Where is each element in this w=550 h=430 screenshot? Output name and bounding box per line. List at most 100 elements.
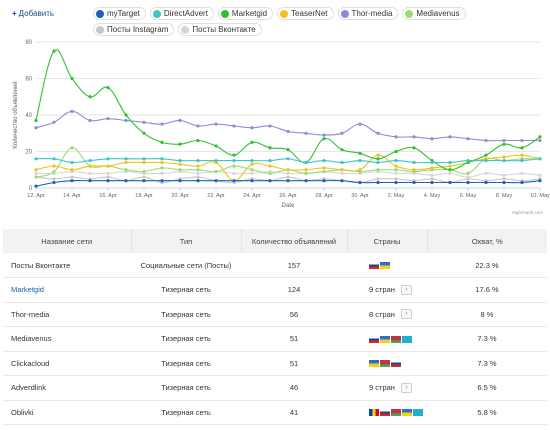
table-row[interactable]: Adverdlink Тизерная сеть 46 9 стран › 6.5 % — [3, 376, 547, 400]
header-countries[interactable]: Страны — [347, 229, 428, 253]
flag-ru-icon — [369, 262, 379, 270]
data-point — [124, 113, 128, 117]
network-name: Посты Вконтакте — [11, 260, 71, 270]
data-point — [250, 140, 254, 144]
data-point — [106, 171, 110, 175]
data-point — [196, 159, 200, 163]
network-name[interactable]: Marketgid — [11, 285, 44, 295]
network-name[interactable]: DirectAdvert — [3, 425, 131, 430]
data-point — [412, 168, 416, 172]
legend-item[interactable]: Посты Вконтакте — [178, 23, 262, 36]
data-point — [106, 179, 110, 183]
table-row[interactable]: Oblivki Тизерная сеть 41 5.8 % — [3, 400, 547, 425]
data-point — [340, 131, 344, 135]
chart-legend: myTarget DirectAdvert Marketgid TeaserNet Th… — [93, 7, 533, 36]
countries-count-label: 9 стран — [369, 383, 395, 393]
legend-item[interactable]: Thor-media — [337, 7, 399, 20]
data-point — [124, 168, 128, 172]
data-point — [448, 135, 452, 139]
data-point — [52, 180, 56, 185]
data-point — [214, 144, 218, 148]
data-point — [232, 153, 236, 157]
countries-cell — [347, 351, 427, 376]
table-row[interactable]: Посты Вконтакте Социальные сети (Посты) 15… — [3, 253, 547, 278]
chevron-right-icon[interactable]: › — [400, 309, 412, 320]
ads-count: 51 — [289, 334, 299, 344]
countries-count[interactable]: 9 стран › — [369, 284, 412, 295]
data-point — [502, 142, 506, 146]
data-point — [394, 159, 398, 163]
chevron-right-icon[interactable]: › — [400, 284, 412, 295]
data-point — [466, 159, 470, 163]
data-point — [178, 168, 182, 172]
countries-cell — [347, 327, 427, 352]
header-network-name[interactable]: Название сети — [3, 229, 132, 253]
network-name: Adverdlink — [11, 383, 47, 393]
data-point — [70, 76, 74, 81]
countries-count-label: 8 стран — [369, 309, 395, 319]
data-point — [88, 95, 92, 99]
data-point — [448, 160, 452, 165]
data-point — [178, 159, 182, 163]
reach-percent: 7.3 % — [477, 358, 497, 368]
reach-percent: 7.3 % — [477, 334, 497, 344]
legend-item[interactable]: Посты Instagram — [93, 23, 175, 36]
x-tick-label: 22. Apr — [207, 193, 225, 199]
flag-ua-icon — [380, 262, 390, 270]
network-type: Тизерная сеть — [161, 407, 211, 417]
data-point — [142, 179, 146, 183]
data-point — [124, 179, 128, 183]
x-tick-label: 2. May — [388, 193, 405, 199]
x-tick-label: 12. Apr — [27, 193, 45, 199]
x-tick-label: 30. Apr — [351, 193, 369, 199]
legend-item[interactable]: Marketgid — [217, 7, 274, 20]
add-button[interactable]: + Добавить — [12, 9, 54, 18]
data-point — [538, 173, 542, 177]
legend-item[interactable]: myTarget — [93, 7, 146, 20]
data-point — [376, 131, 380, 135]
data-point — [70, 146, 74, 150]
data-point — [142, 175, 146, 179]
header-ads-count[interactable]: Количество объявлений — [241, 229, 348, 253]
data-point — [142, 157, 146, 161]
data-point — [106, 86, 110, 90]
y-axis-label: Количество объявлений — [12, 81, 19, 148]
ads-count: 56 — [289, 309, 299, 319]
table-row[interactable]: Marketgid Тизерная сеть 124 9 стран › 17.6 % — [3, 278, 547, 302]
legend-item[interactable]: TeaserNet — [277, 7, 334, 20]
data-point — [106, 117, 110, 121]
countries-count[interactable]: 9 стран › — [369, 382, 412, 393]
data-point — [538, 135, 542, 139]
data-point — [52, 157, 56, 161]
chart-credits: Highcharts.com — [512, 210, 544, 215]
add-button-label: Добавить — [18, 9, 55, 18]
data-point — [340, 179, 344, 183]
data-point — [70, 175, 74, 179]
data-point — [178, 162, 182, 166]
table-row[interactable]: DirectAdvertТизерная сеть267 стран›3.7 % — [3, 425, 547, 430]
data-point — [448, 171, 452, 175]
legend-item[interactable]: DirectAdvert — [149, 7, 214, 20]
table-row[interactable]: Thor-media Тизерная сеть 56 8 стран › 8 % — [3, 302, 547, 327]
data-point — [358, 180, 362, 185]
data-point — [178, 118, 182, 123]
data-point — [178, 142, 182, 146]
data-point — [502, 159, 506, 163]
flag-by-icon — [380, 360, 390, 368]
header-reach[interactable]: Охват, % — [471, 236, 503, 246]
ads-count: 157 — [287, 260, 301, 270]
data-point — [466, 177, 470, 181]
data-point — [520, 146, 524, 150]
table-row[interactable]: Mediavenus Тизерная сеть 51 7.3 % — [3, 327, 547, 352]
legend-item[interactable]: Mediavenus — [402, 7, 466, 20]
chevron-right-icon[interactable]: › — [400, 382, 412, 393]
reach-percent: 22.3 % — [475, 260, 499, 270]
data-point — [232, 171, 236, 175]
table-row[interactable]: Clickacloud Тизерная сеть 51 7.3 % — [3, 351, 547, 376]
network-name: Thor-media — [11, 309, 50, 319]
countries-count[interactable]: 8 стран › — [369, 309, 412, 320]
data-point — [376, 157, 380, 161]
header-type[interactable]: Тип — [131, 229, 242, 253]
data-point — [196, 171, 200, 175]
y-tick-label: 20 — [25, 150, 32, 156]
